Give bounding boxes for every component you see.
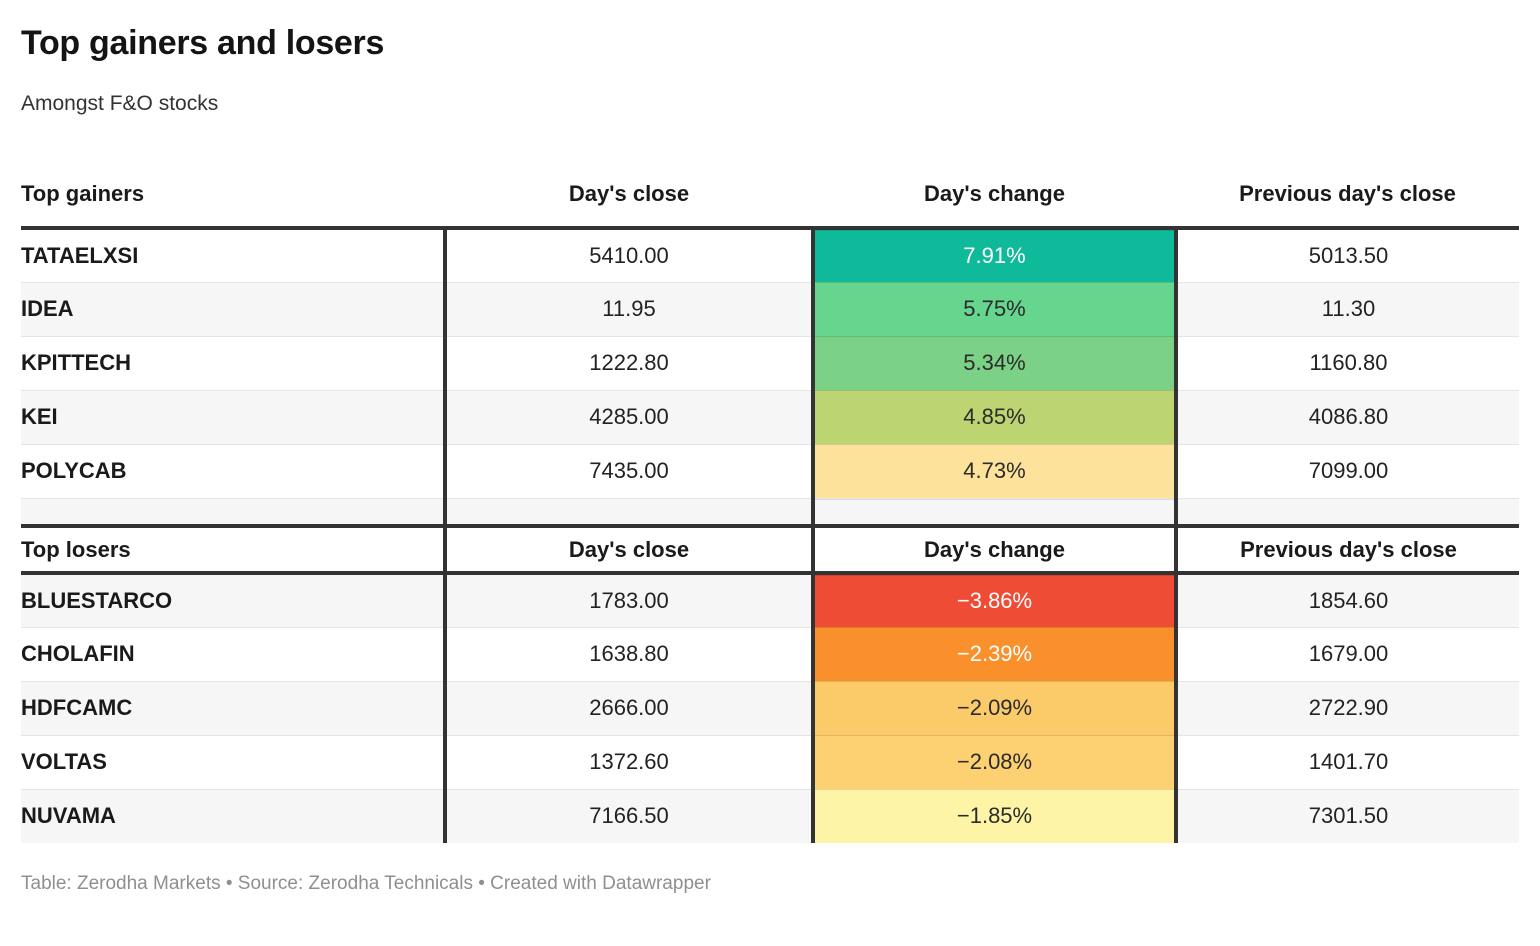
gainers-header-row: Top gainers Day's close Day's change Pre… (21, 161, 1519, 230)
days-close-value: 1372.60 (445, 734, 813, 789)
table-footer-attribution: Table: Zerodha Markets • Source: Zerodha… (21, 873, 711, 894)
losers-rows: BLUESTARCO 1783.00 −3.86% 1854.60 CHOLAFIN 16… (21, 573, 1519, 843)
days-close-value: 1783.00 (445, 573, 813, 627)
days-close-value: 4285.00 (445, 389, 813, 444)
column-header-days-close: Day's close (445, 161, 813, 230)
days-close-value: 7435.00 (445, 443, 813, 498)
days-change-cell: −2.39% (811, 627, 1178, 681)
days-change-cell: −2.08% (811, 735, 1178, 789)
gainers-rows: TATAELXSI 5410.00 7.91% 5013.50 IDEA 11.95 5.7… (21, 228, 1519, 498)
days-close-value: 5410.00 (589, 242, 669, 268)
days-change-cell: 7.91% (811, 228, 1178, 282)
table-row: NUVAMA 7166.50 −1.85% 7301.50 (21, 788, 1519, 843)
previous-close-value: 1679.00 (1176, 626, 1519, 681)
losers-header-row: Top losers Day's close Day's change Prev… (21, 524, 1519, 575)
stock-symbol: HDFCAMC (21, 680, 447, 735)
days-close-value: 1222.80 (445, 335, 813, 390)
stock-symbol: KEI (21, 389, 447, 444)
stock-symbol: CHOLAFIN (21, 626, 447, 681)
column-header-top-gainers: Top gainers (21, 161, 445, 230)
previous-close-value: 5013.50 (1308, 242, 1389, 268)
days-change-cell: −3.86% (811, 573, 1178, 627)
table-row: TATAELXSI 5410.00 7.91% 5013.50 (21, 228, 1519, 282)
days-change-cell: 4.73% (811, 444, 1178, 498)
previous-close-value: 1160.80 (1176, 335, 1519, 390)
page-subtitle: Amongst F&O stocks (21, 92, 219, 115)
stock-symbol: TATAELXSI (21, 228, 447, 282)
days-change-cell: 5.34% (811, 336, 1178, 390)
stock-symbol: BLUESTARCO (21, 573, 447, 627)
days-close-value: 7166.50 (445, 788, 813, 843)
gainers-losers-table: Top gainers Day's close Day's change Pre… (21, 161, 1519, 843)
previous-close-value: 11.30 (1176, 281, 1519, 336)
days-close-value: 2666.00 (445, 680, 813, 735)
table-row: POLYCAB 7435.00 4.73% 7099.00 (21, 443, 1519, 498)
column-header-previous-days-close: Previous day's close (1176, 161, 1519, 230)
table-row: KEI 4285.00 4.85% 4086.80 (21, 389, 1519, 444)
gainers-header: Top gainers Day's close Day's change Pre… (21, 161, 1519, 230)
table-row: CHOLAFIN 1638.80 −2.39% 1679.00 (21, 626, 1519, 681)
stock-symbol: VOLTAS (21, 734, 447, 789)
section-spacer (21, 497, 1519, 526)
table-row: IDEA 11.95 5.75% 11.30 (21, 281, 1519, 336)
days-change-cell: 5.75% (811, 282, 1178, 336)
days-change-cell: −2.09% (811, 681, 1178, 735)
previous-close-value: 1401.70 (1176, 734, 1519, 789)
column-header-days-close: Day's close (445, 524, 813, 575)
previous-close-value: 7099.00 (1176, 443, 1519, 498)
column-header-top-losers: Top losers (21, 524, 447, 575)
page-title: Top gainers and losers (21, 24, 385, 62)
table-row: BLUESTARCO 1783.00 −3.86% 1854.60 (21, 573, 1519, 627)
table-row: VOLTAS 1372.60 −2.08% 1401.70 (21, 734, 1519, 789)
column-header-days-change: Day's change (811, 524, 1178, 575)
stock-symbol: NUVAMA (21, 788, 447, 843)
spacer-row (21, 497, 1519, 526)
losers-header: Top losers Day's close Day's change Prev… (21, 524, 1519, 575)
table-row: KPITTECH 1222.80 5.34% 1160.80 (21, 335, 1519, 390)
column-header-days-change: Day's change (813, 161, 1176, 230)
previous-close-value: 2722.90 (1176, 680, 1519, 735)
table-row: HDFCAMC 2666.00 −2.09% 2722.90 (21, 680, 1519, 735)
stock-symbol: KPITTECH (21, 335, 447, 390)
days-close-value: 1638.80 (445, 626, 813, 681)
previous-close-value: 1854.60 (1176, 573, 1519, 627)
column-header-previous-days-close: Previous day's close (1176, 524, 1519, 575)
previous-close-value: 4086.80 (1176, 389, 1519, 444)
stock-symbol: IDEA (21, 281, 447, 336)
previous-close-value: 7301.50 (1176, 788, 1519, 843)
days-change-cell: 4.85% (811, 390, 1178, 444)
days-close-value: 11.95 (445, 281, 813, 336)
days-change-cell: −1.85% (811, 789, 1178, 843)
stock-symbol: POLYCAB (21, 443, 447, 498)
